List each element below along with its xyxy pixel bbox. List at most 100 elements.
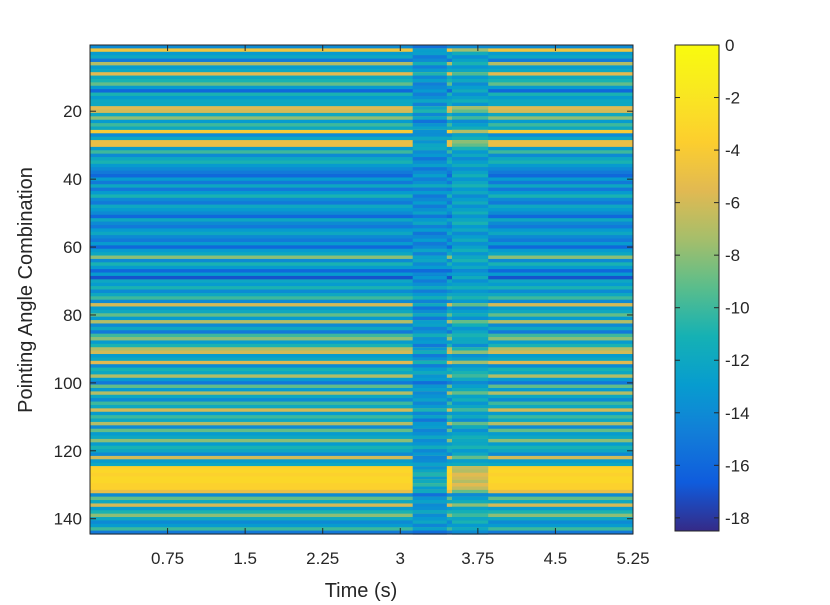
heatmap-cell-secondary [452,116,489,121]
heatmap-row [90,469,633,474]
heatmap-row [90,360,633,365]
heatmap-row [90,160,633,165]
heatmap-row [90,218,633,223]
heatmap-cell-disturbed [412,343,447,348]
heatmap-cell-secondary [452,252,489,257]
heatmap-cell-secondary [452,296,489,301]
heatmap-cell-disturbed [412,214,447,219]
heatmap-cell-disturbed [412,357,447,362]
x-axis-label: Time (s) [325,580,398,602]
heatmap-cell-secondary [452,466,489,471]
heatmap-row [90,506,633,511]
heatmap-row [90,224,633,229]
heatmap-cell-disturbed [412,184,447,189]
heatmap-cell-secondary [452,211,489,216]
heatmap-row [90,530,633,535]
heatmap-cell-secondary [452,204,489,209]
y-axis: 20 40 60 80 100 120 140 [54,102,633,529]
heatmap-row [90,184,633,189]
heatmap-cell-secondary [452,157,489,162]
heatmap-row [90,106,633,111]
heatmap-cell-secondary [452,428,489,433]
heatmap-row [90,466,633,471]
heatmap-row [90,452,633,457]
heatmap-cell-disturbed [412,194,447,199]
colorbar-tick-label: -16 [725,456,750,475]
heatmap-cell-disturbed [412,48,447,53]
heatmap-cell-secondary [452,286,489,291]
heatmap-cell-disturbed [412,391,447,396]
heatmap-cell-disturbed [412,82,447,87]
x-tick-label: 0.75 [151,549,184,568]
y-tick-label: 140 [54,510,82,529]
heatmap-row [90,191,633,196]
heatmap-cell-secondary [452,55,489,60]
heatmap-cell-disturbed [412,228,447,233]
heatmap-row [90,316,633,321]
heatmap-cell-disturbed [412,438,447,443]
y-tick-label: 120 [54,442,82,461]
heatmap-row [90,201,633,206]
heatmap-row [90,442,633,447]
heatmap-cell-disturbed [412,68,447,73]
heatmap-row [90,126,633,131]
y-tick-label: 80 [63,306,82,325]
heatmap-cell-disturbed [412,252,447,257]
heatmap-cell-secondary [452,109,489,114]
heatmap-cell-disturbed [412,466,447,471]
heatmap-cell-secondary [452,462,489,467]
heatmap-cell-secondary [452,316,489,321]
heatmap-row [90,520,633,525]
heatmap-cell-disturbed [412,313,447,318]
heatmap-cell-disturbed [412,360,447,365]
heatmap-cell-secondary [452,377,489,382]
heatmap-cell-secondary [452,455,489,460]
heatmap-row [90,438,633,443]
heatmap-row [90,48,633,53]
heatmap-cell-disturbed [412,367,447,372]
heatmap-row [90,177,633,182]
heatmap-row [90,289,633,294]
heatmap-row [90,357,633,362]
heatmap-row [90,326,633,331]
heatmap-cell-disturbed [412,204,447,209]
heatmap-cell-secondary [452,387,489,392]
heatmap-row [90,211,633,216]
heatmap-cell-secondary [452,248,489,253]
x-tick-label: 3.75 [461,549,494,568]
heatmap-row [90,258,633,263]
heatmap-cell-secondary [452,153,489,158]
heatmap-cell-secondary [452,438,489,443]
heatmap-row [90,221,633,226]
heatmap-row [90,265,633,270]
heatmap-cell-secondary [452,146,489,151]
heatmap-cell-secondary [452,126,489,131]
heatmap-cell-disturbed [412,92,447,97]
y-axis-label: Pointing Angle Combination [15,167,37,413]
heatmap-row [90,455,633,460]
heatmap-cell-disturbed [412,241,447,246]
heatmap-cell-disturbed [412,330,447,335]
heatmap-cell-disturbed [412,201,447,206]
heatmap-row [90,367,633,372]
heatmap-cell-secondary [452,82,489,87]
heatmap-row [90,241,633,246]
heatmap-row [90,496,633,501]
heatmap-row [90,337,633,342]
colorbar-tick-label: -4 [725,141,740,160]
heatmap-cell-secondary [452,384,489,389]
heatmap-row [90,323,633,328]
heatmap-cell-disturbed [412,435,447,440]
heatmap-cell-secondary [452,391,489,396]
colorbar-tick-label: -10 [725,299,750,318]
heatmap-cell-secondary [452,218,489,223]
heatmap-row [90,95,633,100]
heatmap-cell-secondary [452,123,489,128]
heatmap-row [90,82,633,87]
heatmap-cell-disturbed [412,245,447,250]
heatmap-cell-disturbed [412,211,447,216]
heatmap-row [90,51,633,56]
heatmap-cell-secondary [452,371,489,375]
heatmap-cell-secondary [452,167,489,172]
heatmap-cell-disturbed [412,45,447,49]
